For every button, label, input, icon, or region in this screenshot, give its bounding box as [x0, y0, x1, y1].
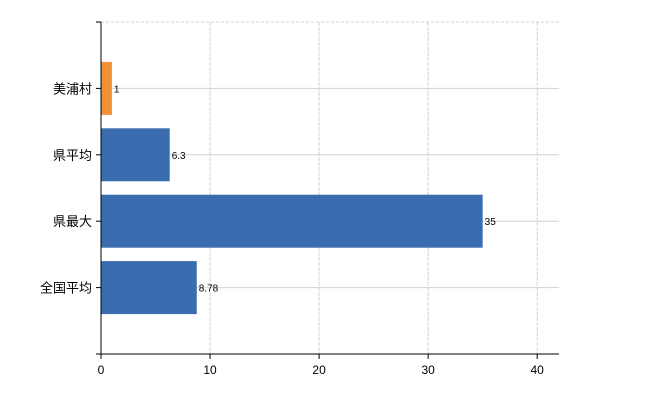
x-tick-label: 20 — [312, 363, 326, 377]
data-label: 1 — [114, 84, 120, 95]
x-tick-label: 10 — [203, 363, 217, 377]
category-label: 全国平均 — [40, 281, 92, 296]
x-tick-label: 40 — [531, 363, 545, 377]
category-label: 美浦村 — [53, 81, 92, 96]
bar — [101, 194, 483, 248]
bar — [101, 61, 112, 115]
x-tick-label: 30 — [421, 363, 435, 377]
x-tick-label: 0 — [98, 363, 105, 377]
data-label: 35 — [485, 217, 497, 228]
bar — [101, 128, 170, 182]
data-label: 6.3 — [172, 151, 186, 162]
bar — [101, 261, 197, 315]
category-label: 県平均 — [53, 148, 92, 163]
category-label: 県最大 — [53, 214, 92, 229]
data-label: 8.78 — [199, 284, 219, 295]
